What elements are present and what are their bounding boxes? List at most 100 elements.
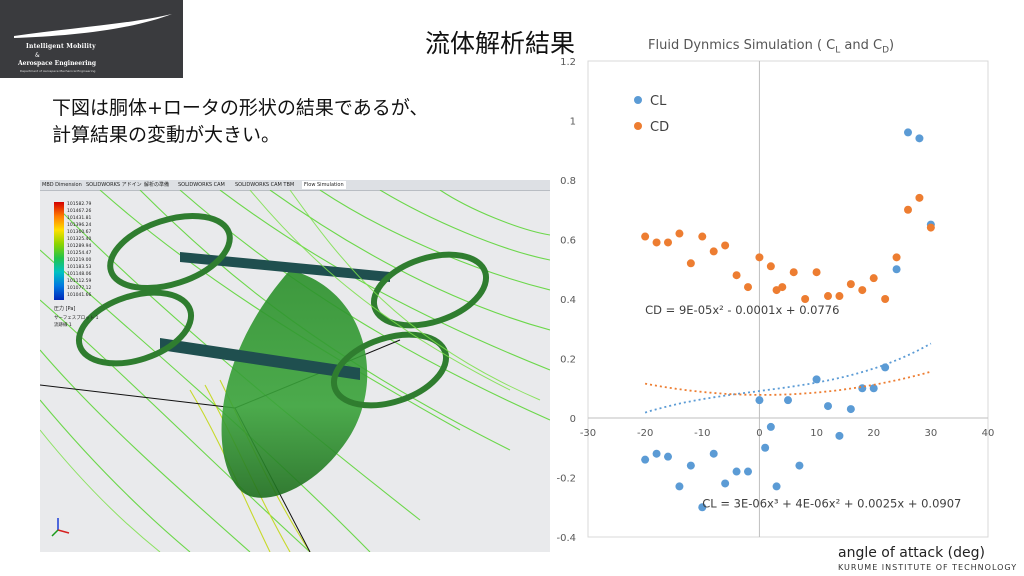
data-point-cd: [755, 253, 764, 262]
logo-line4: Department of Aerospace Mechanical Engin…: [20, 69, 96, 73]
data-point-cl: [664, 452, 672, 461]
legend-value: 101360.67: [67, 230, 92, 235]
cfd-scene: [40, 190, 550, 552]
data-point-cl: [812, 375, 821, 384]
data-point-cl: [881, 363, 890, 372]
x-tick-label: -30: [580, 428, 596, 439]
data-point-cd: [846, 280, 855, 289]
data-point-cl: [641, 455, 650, 464]
data-point-cl: [652, 449, 661, 458]
data-point-cl: [766, 422, 775, 431]
fuselage: [221, 270, 368, 498]
y-tick-label: 1.2: [560, 57, 576, 68]
data-point-cd: [778, 283, 787, 292]
body-line-2: 計算結果の変動が大きい。: [52, 124, 281, 146]
tab-flow-simulation[interactable]: Flow Simulation: [302, 181, 346, 189]
data-point-cl: [686, 461, 695, 470]
legend-marker-cd: [634, 122, 642, 130]
tab-solidworks-cam-tbm[interactable]: SOLIDWORKS CAM TBM: [235, 182, 295, 188]
trendline-cl: [644, 342, 932, 414]
trendline-cd: [644, 370, 932, 396]
legend-value: 101289.94: [67, 244, 92, 249]
legend-unit: 圧力 [Pa]: [54, 306, 76, 312]
data-point-cl: [698, 503, 707, 512]
y-tick-label: 0.6: [560, 236, 576, 247]
data-point-cd: [721, 241, 730, 250]
legend-note-2: 流跡線 1: [54, 323, 72, 328]
data-point-cl: [755, 396, 764, 405]
logo-swoosh-icon: [14, 14, 172, 38]
logo-line3: Aerospace Engineering: [18, 60, 97, 67]
data-point-cd: [686, 259, 695, 268]
legend-value: 101254.47: [67, 251, 92, 256]
legend-value: 101219.00: [67, 258, 92, 263]
pressure-colorbar: [54, 202, 64, 300]
x-tick-label: 20: [867, 428, 880, 439]
data-point-cl: [784, 396, 792, 405]
data-point-cl: [709, 449, 718, 458]
data-point-cd: [881, 295, 890, 303]
data-point-cl: [675, 482, 684, 491]
body-line-1: 下図は胴体+ロータの形状の結果であるが、: [52, 97, 429, 119]
slide-title: 流体解析結果: [425, 29, 576, 58]
data-point-cd: [892, 253, 901, 262]
x-tick-label: 40: [982, 428, 995, 439]
x-axis-label: angle of attack (deg): [838, 545, 985, 561]
x-tick-label: -10: [694, 428, 710, 439]
y-tick-label: -0.2: [556, 474, 576, 485]
legend-value: 101112.59: [67, 279, 92, 284]
legend-value: 101582.79: [67, 202, 92, 207]
data-point-cd: [835, 292, 844, 301]
data-point-cd: [858, 286, 867, 295]
data-point-cl: [915, 134, 924, 143]
x-tick-label: 30: [924, 428, 937, 439]
data-point-cl: [795, 461, 804, 470]
data-point-cl: [869, 384, 878, 393]
chart-title: Fluid Dynmics Simulation ( CL and CD): [648, 38, 895, 56]
legend-value: 101148.06: [67, 272, 92, 277]
data-point-cd: [789, 268, 798, 277]
legend-value: 101041.66: [67, 293, 92, 298]
tab-mbd-dimension[interactable]: MBD Dimension: [42, 182, 82, 188]
legend-value: 101183.53: [67, 265, 92, 270]
data-point-cl: [772, 482, 781, 491]
data-point-cd: [675, 229, 684, 238]
footer-institute: KURUME INSTITUTE OF TECHNOLOGY: [838, 563, 1018, 572]
plot-area-border: [587, 60, 989, 538]
rotor-arms: [160, 252, 390, 380]
legend-value: 101077.12: [67, 286, 92, 291]
tab-solidworks-addin[interactable]: SOLIDWORKS アドイン: [86, 182, 142, 188]
data-point-cd: [904, 205, 912, 214]
data-point-cl: [744, 467, 752, 476]
data-point-cl: [904, 128, 912, 137]
tab-analysis-prep[interactable]: 解析の準備: [144, 182, 170, 188]
data-point-cd: [766, 262, 775, 271]
logo-line1: Intelligent Mobility: [26, 43, 96, 50]
cad-tab-bar: MBD Dimension SOLIDWORKS アドイン 解析の準備 SOLI…: [40, 180, 550, 191]
y-tick-label: -0.4: [556, 533, 576, 544]
data-point-cd: [915, 193, 924, 202]
data-point-cl: [721, 479, 730, 488]
data-point-cl: [824, 402, 832, 411]
university-logo: Intelligent Mobility & Aerospace Enginee…: [0, 0, 183, 78]
tab-solidworks-cam[interactable]: SOLIDWORKS CAM: [178, 182, 225, 188]
x-tick-label: -20: [637, 428, 653, 439]
legend-marker-cl: [634, 96, 642, 104]
flow-simulation-screenshot: MBD Dimension SOLIDWORKS アドイン 解析の準備 SOLI…: [40, 180, 550, 552]
x-tick-label: 0: [756, 428, 762, 439]
data-point-cd: [641, 232, 650, 241]
streamlines-front: [40, 190, 541, 552]
data-point-cd: [652, 238, 661, 247]
data-point-cd: [869, 274, 878, 283]
legend-value: 101467.26: [67, 209, 92, 214]
legend-note-1: サーフェスプロット 1: [54, 316, 99, 321]
y-tick-label: 0: [570, 414, 576, 425]
data-point-cd: [812, 268, 821, 277]
slide-body-text: 下図は胴体+ロータの形状の結果であるが、 計算結果の変動が大きい。: [52, 95, 428, 149]
data-point-cl: [732, 467, 741, 476]
legend-value: 101431.81: [67, 216, 92, 221]
legend-label-cl: CL: [650, 94, 667, 109]
legend-value: 101396.24: [67, 223, 92, 228]
data-point-cd: [744, 283, 752, 292]
